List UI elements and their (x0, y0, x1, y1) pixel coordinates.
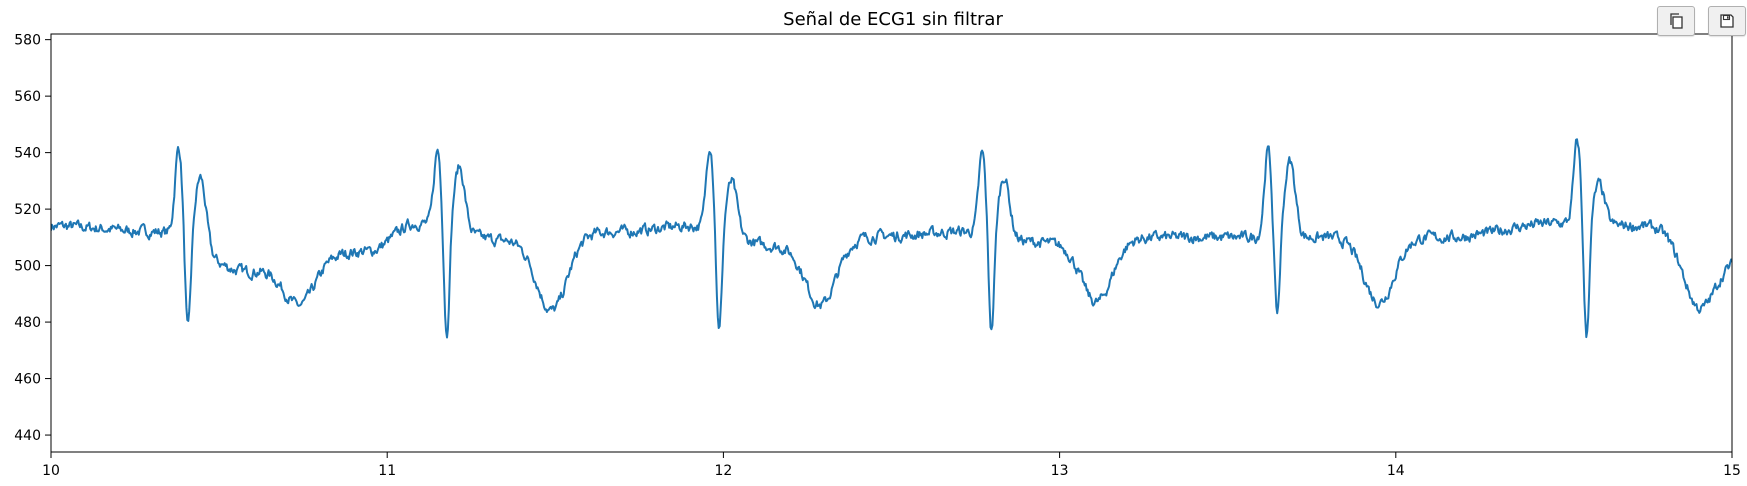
y-tick-label: 580 (14, 33, 41, 49)
x-tick-label: 15 (1723, 463, 1741, 479)
x-tick-label: 10 (42, 463, 60, 479)
y-tick-label: 480 (14, 315, 41, 331)
save-button[interactable] (1708, 6, 1746, 36)
x-tick-label: 14 (1387, 463, 1405, 479)
copy-button[interactable] (1657, 6, 1695, 36)
plot-area (51, 138, 1732, 339)
y-tick-label: 540 (14, 146, 41, 162)
ecg-signal-line (51, 138, 1732, 339)
chart-title: Señal de ECG1 sin filtrar (783, 9, 1003, 30)
y-tick-label: 520 (14, 202, 41, 218)
y-tick-label: 500 (14, 259, 41, 275)
y-tick-label: 460 (14, 372, 41, 388)
floppy-disk-icon (1719, 13, 1735, 29)
x-tick-label: 13 (1051, 463, 1069, 479)
axis-ticks: 10 11 12 13 14 15 440 460 480 500 520 540 560 580 (14, 33, 1741, 479)
axes-frame (50, 33, 1733, 453)
y-tick-label: 560 (14, 89, 41, 105)
copy-icon (1668, 12, 1684, 30)
y-tick-label: 440 (14, 428, 41, 444)
x-tick-label: 11 (378, 463, 396, 479)
x-tick-label: 12 (714, 463, 732, 479)
